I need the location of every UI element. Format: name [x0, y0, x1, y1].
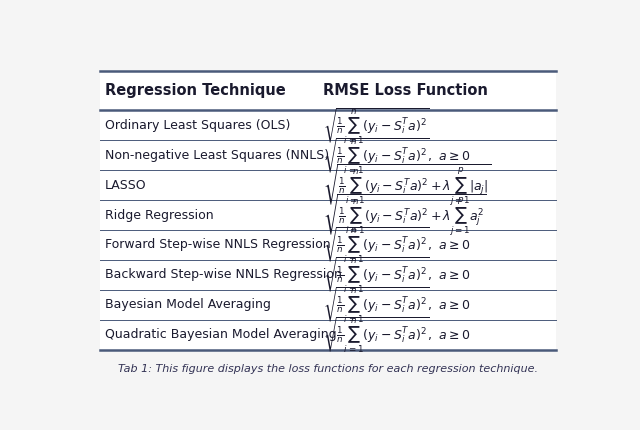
Text: RMSE Loss Function: RMSE Loss Function: [323, 83, 488, 98]
Text: $\sqrt{\frac{1}{n}\sum_{i=1}^{n}(y_i - S_i^T a)^2},\ a \geq 0$: $\sqrt{\frac{1}{n}\sum_{i=1}^{n}(y_i - S…: [323, 255, 470, 294]
Text: Bayesian Model Averaging: Bayesian Model Averaging: [105, 298, 271, 311]
Text: $\sqrt{\frac{1}{n}\sum_{i=1}^{n}(y_i - S_i^T a)^2},\ a \geq 0$: $\sqrt{\frac{1}{n}\sum_{i=1}^{n}(y_i - S…: [323, 136, 470, 175]
Text: Tab 1: This figure displays the loss functions for each regression technique.: Tab 1: This figure displays the loss fun…: [118, 365, 538, 375]
Text: LASSO: LASSO: [105, 178, 147, 192]
Text: Regression Technique: Regression Technique: [105, 83, 285, 98]
Text: Quadratic Bayesian Model Averaging: Quadratic Bayesian Model Averaging: [105, 328, 337, 341]
Text: $\sqrt{\frac{1}{n}\sum_{i=1}^{n}(y_i - S_i^T a)^2 + \lambda\sum_{j=1}^{p}a_j^2}$: $\sqrt{\frac{1}{n}\sum_{i=1}^{n}(y_i - S…: [323, 192, 487, 238]
Text: Ridge Regression: Ridge Regression: [105, 209, 213, 221]
Text: $\sqrt{\frac{1}{n}\sum_{i=1}^{n}(y_i - S_i^T a)^2},\ a \geq 0$: $\sqrt{\frac{1}{n}\sum_{i=1}^{n}(y_i - S…: [323, 285, 470, 324]
Text: $\sqrt{\frac{1}{n}\sum_{i=1}^{n}(y_i - S_i^T a)^2 + \lambda\sum_{j=1}^{p}|a_j|}$: $\sqrt{\frac{1}{n}\sum_{i=1}^{n}(y_i - S…: [323, 163, 492, 208]
Text: $\sqrt{\frac{1}{n}\sum_{i=1}^{n}(y_i - S_i^T a)^2},\ a \geq 0$: $\sqrt{\frac{1}{n}\sum_{i=1}^{n}(y_i - S…: [323, 315, 470, 354]
Text: Ordinary Least Squares (OLS): Ordinary Least Squares (OLS): [105, 119, 290, 132]
FancyBboxPatch shape: [100, 71, 556, 350]
Text: $\sqrt{\frac{1}{n}\sum_{i=1}^{n}(y_i - S_i^T a)^2}$: $\sqrt{\frac{1}{n}\sum_{i=1}^{n}(y_i - S…: [323, 106, 429, 145]
Text: Backward Step-wise NNLS Regression: Backward Step-wise NNLS Regression: [105, 268, 342, 281]
Text: Forward Step-wise NNLS Regression: Forward Step-wise NNLS Regression: [105, 238, 330, 252]
Text: Non-negative Least Squares (NNLS): Non-negative Least Squares (NNLS): [105, 149, 329, 162]
Text: $\sqrt{\frac{1}{n}\sum_{i=1}^{n}(y_i - S_i^T a)^2},\ a \geq 0$: $\sqrt{\frac{1}{n}\sum_{i=1}^{n}(y_i - S…: [323, 225, 470, 264]
